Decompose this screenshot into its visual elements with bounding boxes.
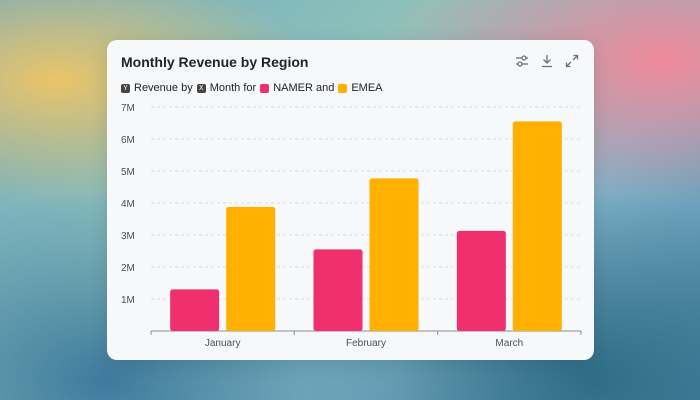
download-icon[interactable] — [539, 53, 555, 69]
bar-namer-february[interactable] — [313, 249, 363, 331]
y-tick-label: 1M — [121, 295, 135, 306]
legend-x-axis: X Month for — [196, 82, 257, 94]
x-category-label: March — [495, 338, 523, 349]
namer-swatch — [260, 83, 270, 93]
bar-emea-january[interactable] — [226, 206, 276, 331]
legend-namer-label: NAMER and — [273, 82, 335, 94]
y-axis-badge-icon: Y — [121, 83, 130, 93]
chart-legend: Y Revenue by X Month for NAMER and EMEA — [121, 82, 387, 94]
bar-emea-march[interactable] — [512, 121, 562, 332]
x-category-label: January — [205, 338, 241, 349]
legend-emea-label: EMEA — [351, 82, 383, 94]
y-tick-label: 2M — [121, 263, 135, 274]
legend-y-text: Revenue by — [134, 82, 193, 94]
chart-title: Monthly Revenue by Region — [121, 54, 309, 70]
y-tick-label: 5M — [121, 167, 135, 178]
chart-card: Monthly Revenue by Region Y Revenue by X… — [107, 40, 594, 360]
y-tick-label: 6M — [121, 135, 135, 146]
chart-toolbar — [514, 53, 580, 69]
expand-icon[interactable] — [564, 53, 580, 69]
bar-namer-march[interactable] — [456, 230, 506, 331]
x-category-label: February — [346, 338, 386, 349]
legend-series-emea[interactable]: EMEA — [338, 82, 383, 94]
sliders-icon[interactable] — [514, 53, 530, 69]
emea-swatch — [338, 83, 348, 93]
bar-chart: 1M 2M 3M 4M 5M 6M 7M January February March — [121, 103, 582, 349]
legend-x-text: Month for — [209, 82, 257, 94]
y-tick-label: 4M — [121, 199, 135, 210]
x-axis-badge-icon: X — [196, 83, 206, 93]
legend-series-namer[interactable]: NAMER and — [260, 82, 334, 94]
y-tick-label: 3M — [121, 231, 135, 242]
bar-emea-february[interactable] — [369, 178, 419, 331]
y-tick-label: 7M — [121, 103, 135, 114]
legend-y-axis: Y Revenue by — [121, 82, 193, 94]
bar-namer-january[interactable] — [170, 289, 220, 331]
